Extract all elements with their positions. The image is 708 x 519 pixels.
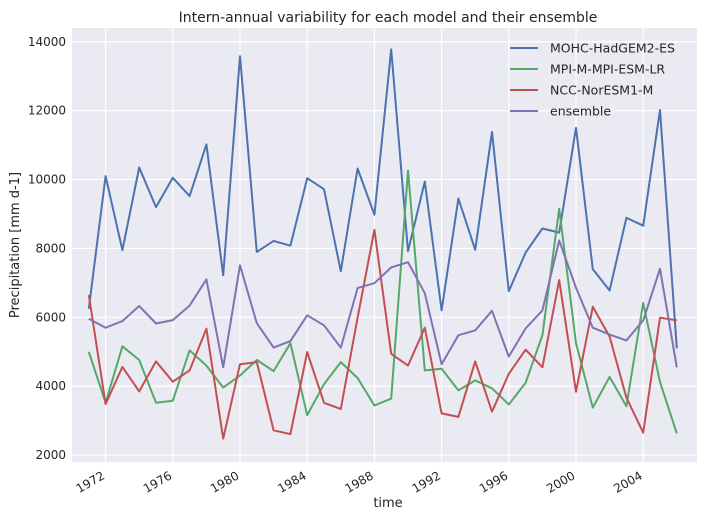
y-tick-label: 8000	[35, 241, 66, 255]
x-tick-label: 1976	[141, 468, 174, 495]
y-tick-label: 14000	[28, 35, 66, 49]
x-tick-label: 1996	[477, 468, 510, 495]
legend-label: MPI-M-MPI-ESM-LR	[550, 62, 665, 77]
x-axis-label: time	[373, 496, 402, 511]
x-tick-label: 1980	[208, 468, 241, 495]
y-tick-labels: 2000 4000 6000 8000 10000 12000 14000	[28, 35, 66, 462]
y-tick-label: 4000	[35, 379, 66, 393]
x-tick-label: 1984	[275, 468, 308, 495]
series-line-mpi-m-mpi-esm-lr	[87, 169, 678, 434]
x-tick-label: 1988	[342, 468, 375, 495]
x-tick-label: 2000	[544, 468, 577, 495]
legend-label: NCC-NorESM1-M	[550, 83, 653, 98]
y-tick-label: 2000	[35, 448, 66, 462]
x-tick-label: 2004	[611, 468, 644, 495]
series-line-mohc-hadgem2-es	[87, 48, 678, 349]
y-tick-label: 10000	[28, 173, 66, 187]
series-line-ncc-noresm1-m	[87, 228, 677, 440]
legend-label: ensemble	[550, 104, 611, 119]
y-axis-label: Precipitation [mm d-1]	[8, 172, 23, 318]
series-line-ensemble	[88, 239, 678, 369]
series-lines	[87, 48, 678, 440]
chart-title: Intern-annual variability for each model…	[179, 10, 598, 26]
x-tick-label: 1992	[410, 468, 443, 495]
x-tick-label: 1972	[74, 468, 107, 495]
legend-label: MOHC-HadGEM2-ES	[550, 41, 675, 56]
x-tick-labels: 1972 1976 1980 1984 1988 1992 1996 2000 2004	[74, 468, 645, 495]
legend: MOHC-HadGEM2-ES MPI-M-MPI-ESM-LR NCC-NorES…	[510, 41, 675, 119]
y-tick-label: 12000	[28, 104, 66, 118]
y-tick-label: 6000	[35, 310, 66, 324]
